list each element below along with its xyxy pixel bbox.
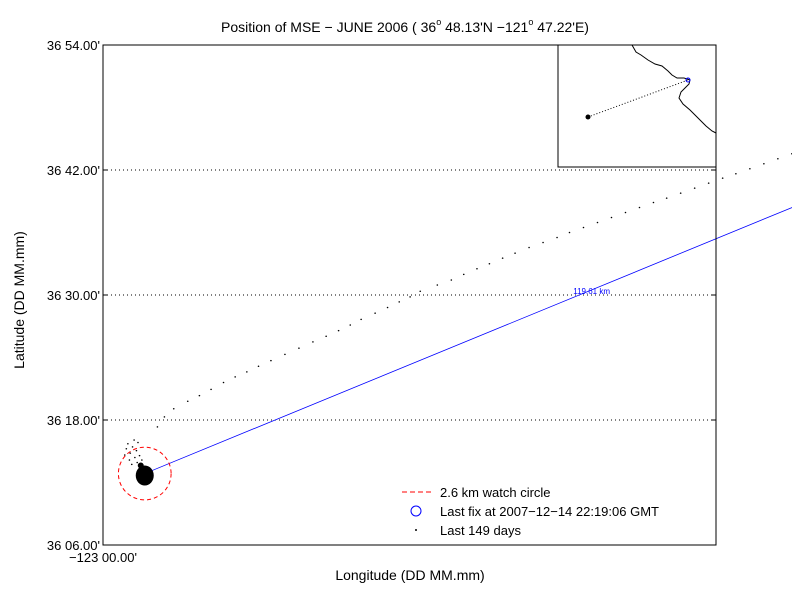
track-point: [134, 456, 136, 459]
track-point: [349, 324, 352, 326]
track-point: [136, 461, 139, 464]
track-point: [234, 376, 236, 378]
legend-label-last-fix: Last fix at 2007−12−14 22:19:06 GMT: [440, 504, 659, 519]
track-point: [501, 257, 504, 259]
track-point: [568, 231, 571, 234]
track-point: [172, 407, 175, 410]
legend-label-watch-circle: 2.6 km watch circle: [440, 485, 551, 500]
y-tick-label: 36 42.00': [47, 163, 100, 178]
track-point: [749, 167, 751, 170]
track-point: [624, 211, 627, 214]
track-point: [210, 388, 212, 391]
legend-marker-last-fix: [410, 505, 422, 517]
track-point: [542, 241, 544, 244]
x-tick-labels: −123 00.00'−122 00.00': [69, 550, 137, 565]
track-point: [419, 290, 422, 293]
track-point: [409, 296, 411, 298]
track-point: [476, 267, 478, 270]
cluster-blob: [135, 465, 154, 486]
track-point: [638, 206, 641, 209]
y-tick-labels: 36 06.00' 36 18.00' 36 30.00' 36 42.00' 36 5…: [47, 38, 100, 553]
distance-label: 119.61 km: [573, 287, 610, 296]
track-point: [707, 182, 710, 184]
track-point: [198, 394, 201, 397]
track-point: [163, 416, 166, 418]
track-point: [127, 442, 129, 445]
track-point: [337, 329, 340, 332]
track-point: [325, 335, 327, 338]
track-point: [398, 301, 401, 303]
inset-cluster: [585, 114, 591, 120]
track-points: [123, 152, 792, 466]
track-point: [462, 273, 465, 276]
track-point: [133, 439, 135, 441]
track-point: [374, 312, 376, 314]
y-tick-label: 36 18.00': [47, 413, 100, 428]
track-point: [135, 449, 138, 452]
axes-frame: [102, 44, 717, 546]
track-point: [125, 447, 128, 450]
track-point: [156, 426, 159, 428]
track-point: [141, 459, 143, 461]
track-point: [436, 284, 439, 286]
track-point: [488, 262, 491, 265]
chart-title: Position of MSE − JUNE 2006 ( 36o 48.13'…: [221, 17, 589, 35]
legend-label-last-days: Last 149 days: [440, 523, 521, 538]
track-point: [693, 187, 696, 189]
distance-line: [144, 207, 792, 474]
track-point: [582, 226, 585, 229]
track-point: [284, 353, 286, 356]
track-point: [186, 400, 189, 403]
track-point: [129, 452, 132, 454]
y-tick-label: 36 54.00': [47, 38, 100, 53]
track-point: [528, 246, 530, 249]
track-point: [665, 197, 668, 199]
track-point: [246, 371, 248, 373]
track-point: [386, 306, 389, 309]
track-point: [131, 446, 134, 448]
legend: 2.6 km watch circle Last fix at 2007−12−…: [402, 485, 659, 538]
track-point: [360, 318, 362, 321]
inset-frame: [557, 44, 717, 168]
track-point: [130, 463, 133, 466]
track-point: [721, 177, 724, 179]
track-point: [450, 279, 453, 281]
track-point: [596, 221, 599, 224]
track-point: [222, 381, 225, 384]
y-tick-label: 36 30.00': [47, 288, 100, 303]
track-point: [270, 359, 272, 362]
track-point: [777, 157, 779, 160]
track-point: [298, 347, 300, 349]
title-degree-2: o: [528, 17, 533, 27]
position-cluster: [135, 462, 154, 486]
track-point: [312, 341, 314, 343]
track-point: [128, 459, 131, 461]
y-tick-label: 36 06.00': [47, 538, 100, 553]
track-point: [514, 252, 516, 254]
track-point: [652, 201, 655, 204]
track-point: [257, 365, 260, 368]
y-axis-label: Latitude (DD MM.mm): [11, 231, 27, 369]
track-point: [610, 216, 613, 219]
watch-circle: [117, 446, 172, 501]
inset-last-fix: [685, 77, 691, 83]
legend-marker-last-days: [415, 529, 417, 531]
x-tick-label: −123 00.00': [69, 550, 137, 565]
cluster-blob: [137, 462, 144, 469]
inset-map: [557, 44, 717, 168]
title-degree-1: o: [436, 17, 441, 27]
track-point: [556, 236, 558, 239]
track-point: [735, 172, 737, 175]
track-point: [137, 441, 139, 444]
track-point: [138, 454, 141, 457]
x-axis-label: Longitude (DD MM.mm): [335, 567, 484, 583]
track-point: [763, 162, 765, 165]
track-point: [679, 192, 682, 194]
